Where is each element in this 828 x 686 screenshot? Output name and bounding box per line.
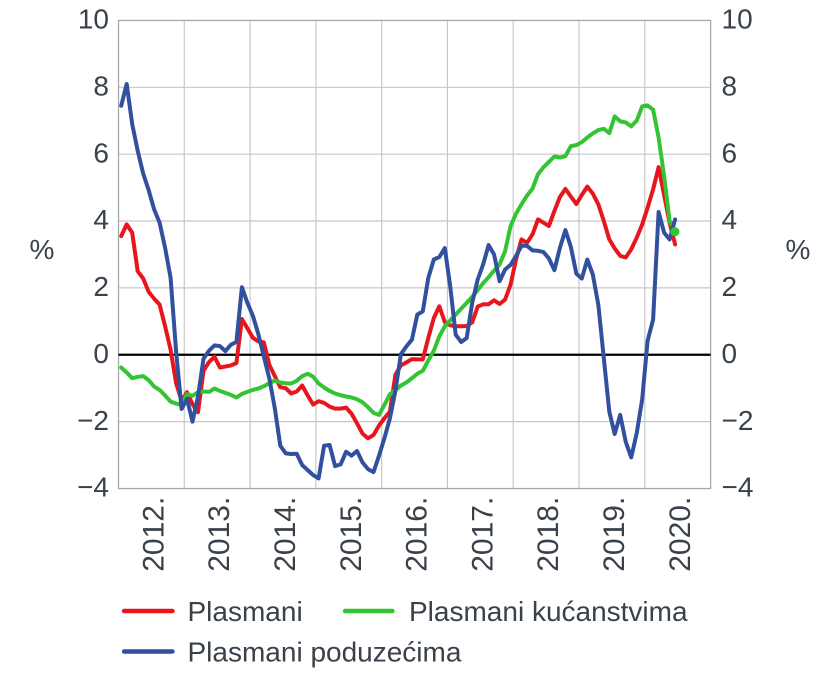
- svg-text:−2: −2: [722, 405, 754, 436]
- svg-text:10: 10: [78, 4, 109, 35]
- svg-text:−4: −4: [77, 472, 109, 503]
- svg-text:6: 6: [722, 137, 738, 168]
- svg-text:2016.: 2016.: [401, 497, 434, 572]
- svg-text:%: %: [30, 234, 55, 265]
- svg-text:2: 2: [722, 271, 738, 302]
- svg-text:6: 6: [93, 137, 109, 168]
- svg-text:4: 4: [93, 204, 109, 235]
- svg-text:4: 4: [722, 204, 738, 235]
- svg-text:2020.: 2020.: [664, 497, 697, 572]
- svg-text:Plasmani poduzećima: Plasmani poduzećima: [188, 636, 462, 667]
- svg-text:2: 2: [93, 271, 109, 302]
- svg-text:2013.: 2013.: [203, 497, 236, 572]
- svg-text:Plasmani kućanstvima: Plasmani kućanstvima: [409, 596, 688, 627]
- svg-text:2019.: 2019.: [598, 497, 631, 572]
- svg-text:2017.: 2017.: [466, 497, 499, 572]
- svg-text:−4: −4: [722, 472, 754, 503]
- svg-text:8: 8: [722, 71, 738, 102]
- svg-text:2014.: 2014.: [269, 497, 302, 572]
- svg-text:−2: −2: [77, 405, 109, 436]
- svg-text:2012.: 2012.: [137, 497, 170, 572]
- svg-text:Plasmani: Plasmani: [188, 596, 303, 627]
- svg-text:8: 8: [93, 71, 109, 102]
- svg-text:0: 0: [93, 338, 109, 369]
- svg-text:0: 0: [722, 338, 738, 369]
- svg-text:2015.: 2015.: [335, 497, 368, 572]
- svg-text:10: 10: [722, 4, 753, 35]
- svg-text:%: %: [786, 234, 811, 265]
- svg-text:2018.: 2018.: [532, 497, 565, 572]
